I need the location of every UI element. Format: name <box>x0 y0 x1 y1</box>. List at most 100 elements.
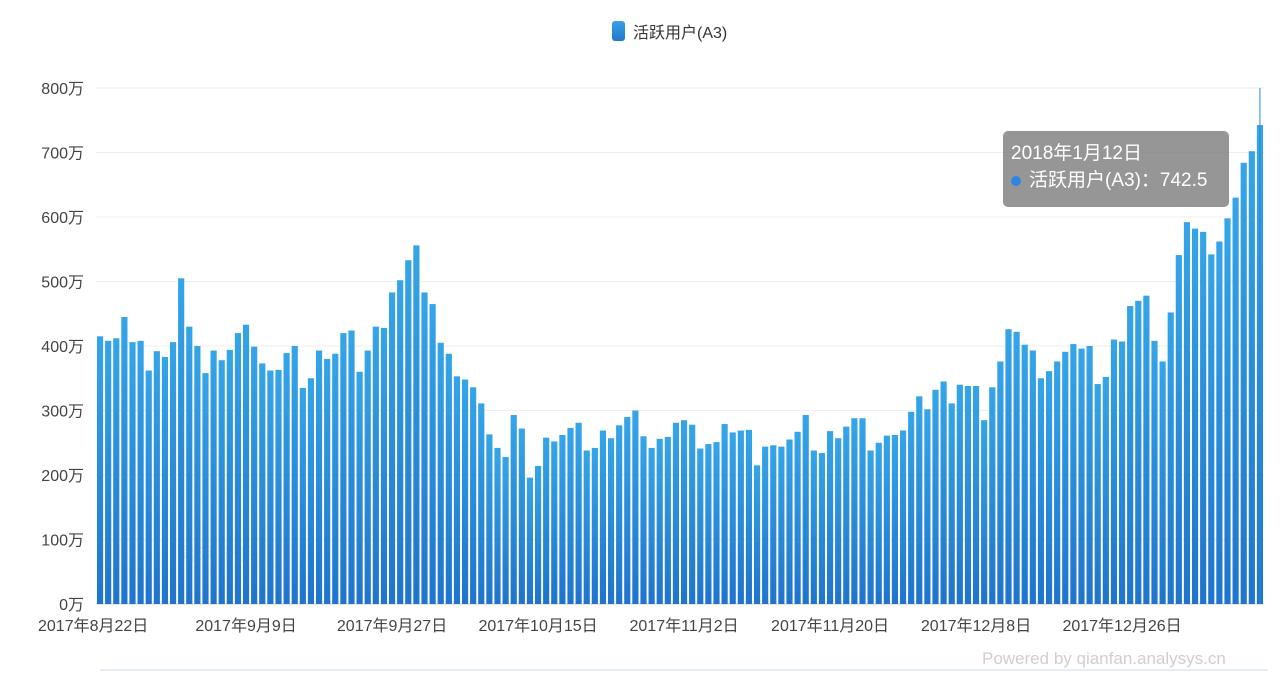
bar[interactable] <box>226 349 233 604</box>
bar[interactable] <box>1021 344 1028 604</box>
bar[interactable] <box>908 411 915 604</box>
bar[interactable] <box>267 370 274 604</box>
bar[interactable] <box>470 387 477 604</box>
bar[interactable] <box>356 371 363 604</box>
bar[interactable] <box>948 403 955 604</box>
bar[interactable] <box>210 350 217 604</box>
bar[interactable] <box>583 450 590 604</box>
bar[interactable] <box>672 422 680 604</box>
bar[interactable] <box>372 326 379 604</box>
bar[interactable] <box>121 316 128 604</box>
bar[interactable] <box>397 280 404 604</box>
bar[interactable] <box>794 431 801 604</box>
bar[interactable] <box>1037 378 1045 604</box>
bar[interactable] <box>632 410 639 605</box>
bar[interactable] <box>997 361 1004 604</box>
bar[interactable] <box>940 381 947 604</box>
bar[interactable] <box>1175 255 1182 604</box>
bar[interactable] <box>105 340 112 604</box>
bar[interactable] <box>1045 371 1053 604</box>
bar[interactable] <box>137 340 144 604</box>
bar[interactable] <box>1200 231 1207 604</box>
bar[interactable] <box>445 353 452 604</box>
bar[interactable] <box>1013 331 1020 604</box>
bar[interactable] <box>202 373 209 604</box>
bar[interactable] <box>275 369 282 604</box>
bar[interactable] <box>1135 300 1142 604</box>
bar[interactable] <box>405 260 412 604</box>
bar[interactable] <box>721 424 728 604</box>
bar[interactable] <box>388 292 396 604</box>
bar[interactable] <box>867 450 874 604</box>
bar[interactable] <box>283 353 290 604</box>
bar[interactable] <box>1191 228 1199 605</box>
bar[interactable] <box>518 428 525 604</box>
bar[interactable] <box>753 465 761 604</box>
bar[interactable] <box>875 442 882 604</box>
bar[interactable] <box>161 356 169 604</box>
bar[interactable] <box>762 446 769 604</box>
bar[interactable] <box>778 446 785 604</box>
bar[interactable] <box>534 465 542 604</box>
bar[interactable] <box>956 384 963 604</box>
bar[interactable] <box>697 448 704 604</box>
bar[interactable] <box>591 447 598 604</box>
bar[interactable] <box>1224 218 1231 605</box>
bar[interactable] <box>1118 341 1126 604</box>
bar[interactable] <box>729 432 736 604</box>
bar[interactable] <box>129 342 136 604</box>
powered-by-footer[interactable]: Powered by qianfan.analysys.cn <box>982 649 1226 668</box>
bar[interactable] <box>989 387 996 604</box>
bar[interactable] <box>551 441 558 604</box>
bar[interactable] <box>737 430 744 604</box>
bar[interactable] <box>616 425 623 604</box>
bar[interactable] <box>1143 295 1150 604</box>
bar[interactable] <box>713 442 720 604</box>
bar[interactable] <box>486 434 493 604</box>
bar[interactable] <box>461 379 469 604</box>
bar[interactable] <box>705 444 712 604</box>
bar[interactable] <box>380 327 388 604</box>
bar[interactable] <box>145 370 152 604</box>
bar[interactable] <box>96 336 104 604</box>
bar[interactable] <box>502 456 509 604</box>
bar[interactable] <box>453 376 461 604</box>
bar[interactable] <box>153 351 160 604</box>
bar[interactable] <box>242 324 250 604</box>
bar[interactable] <box>178 278 185 604</box>
bar[interactable] <box>835 438 842 604</box>
bar[interactable] <box>559 435 566 604</box>
bar[interactable] <box>543 437 550 604</box>
bar[interactable] <box>916 396 923 604</box>
bar[interactable] <box>332 353 339 604</box>
legend-item[interactable]: 活跃用户(A3) <box>612 20 727 42</box>
bar[interactable] <box>478 403 485 604</box>
bar[interactable] <box>1127 306 1134 604</box>
bar[interactable] <box>567 427 574 604</box>
bar[interactable] <box>1248 151 1255 604</box>
bar[interactable] <box>1208 254 1215 604</box>
bar[interactable] <box>437 342 444 604</box>
bar[interactable] <box>924 409 931 604</box>
bar[interactable] <box>1240 162 1247 604</box>
bar[interactable] <box>526 477 534 604</box>
bar[interactable] <box>1094 384 1101 604</box>
bar[interactable] <box>429 304 436 604</box>
bar[interactable] <box>348 330 355 604</box>
bar[interactable] <box>964 385 972 604</box>
bar[interactable] <box>299 387 306 604</box>
bar[interactable] <box>169 342 177 604</box>
bar[interactable] <box>680 420 688 604</box>
bar[interactable] <box>251 346 258 604</box>
bar[interactable] <box>1216 241 1223 604</box>
bar[interactable] <box>1062 351 1069 604</box>
bar[interactable] <box>1110 339 1118 604</box>
bar[interactable] <box>607 438 615 604</box>
bar[interactable] <box>340 333 347 604</box>
bar[interactable] <box>786 439 793 604</box>
bar[interactable] <box>745 429 753 604</box>
bar[interactable] <box>640 436 647 604</box>
bar[interactable] <box>656 438 663 604</box>
bar[interactable] <box>859 418 866 604</box>
bar[interactable] <box>291 346 298 604</box>
